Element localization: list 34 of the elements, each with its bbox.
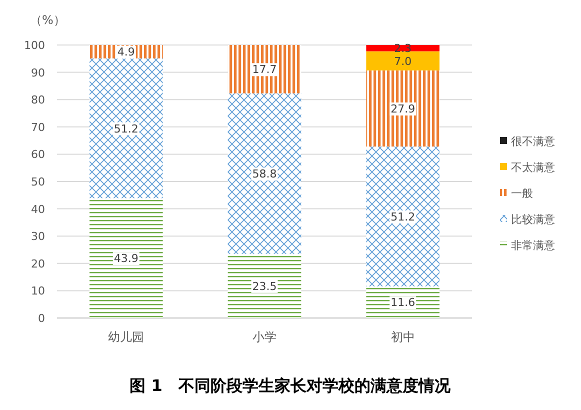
x-tick-label: 幼儿园 <box>108 330 144 344</box>
bar <box>228 45 302 94</box>
data-label: 17.7 <box>251 63 278 76</box>
bar <box>366 51 440 70</box>
y-tick-label: 70 <box>31 120 45 134</box>
data-label: 4.9 <box>116 46 136 59</box>
data-label: 58.8 <box>251 168 278 181</box>
bar <box>366 70 440 147</box>
legend-label: 非常满意 <box>511 239 555 252</box>
y-tick-label: 80 <box>31 94 45 107</box>
legend-label: 一般 <box>511 187 533 200</box>
y-tick-label: 100 <box>24 39 45 52</box>
y-tick-label: 50 <box>31 176 45 188</box>
y-tick-label: 0 <box>38 312 45 325</box>
y-tick-label: 10 <box>31 284 45 298</box>
bar <box>228 93 302 254</box>
y-tick-label: 60 <box>31 148 45 162</box>
legend-label: 比较满意 <box>511 213 555 226</box>
bar <box>90 58 163 198</box>
x-tick-label: 初中 <box>390 330 415 344</box>
y-axis-title: （%） <box>30 13 66 27</box>
data-label: 51.2 <box>390 210 416 224</box>
x-tick-label: 小学 <box>252 330 276 344</box>
legend-label: 不太满意 <box>511 161 555 174</box>
y-tick-label: 90 <box>31 66 45 80</box>
y-tick-label: 20 <box>31 257 45 270</box>
data-label: 7.0 <box>394 54 412 68</box>
data-label: 27.9 <box>390 102 416 116</box>
text: 图 1 不同阶段学生家长对学校的满意度情况 <box>130 376 452 395</box>
bar <box>366 146 440 286</box>
y-tick-label: 30 <box>31 230 45 244</box>
y-tick-label: 40 <box>31 202 45 216</box>
data-label: 11.6 <box>390 296 416 310</box>
data-label: 43.9 <box>112 252 140 266</box>
